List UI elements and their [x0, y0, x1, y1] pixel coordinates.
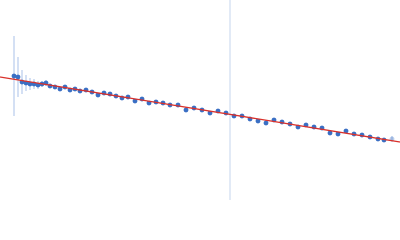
point [263, 120, 269, 126]
point [327, 130, 333, 136]
point [11, 73, 17, 79]
point [255, 118, 261, 124]
point [132, 98, 138, 104]
chart [0, 0, 400, 200]
point [27, 81, 33, 87]
point [335, 131, 341, 137]
point [183, 107, 189, 113]
fit-line [0, 76, 400, 143]
point [57, 86, 63, 92]
point [95, 92, 101, 98]
point [15, 74, 21, 80]
point [343, 128, 349, 134]
